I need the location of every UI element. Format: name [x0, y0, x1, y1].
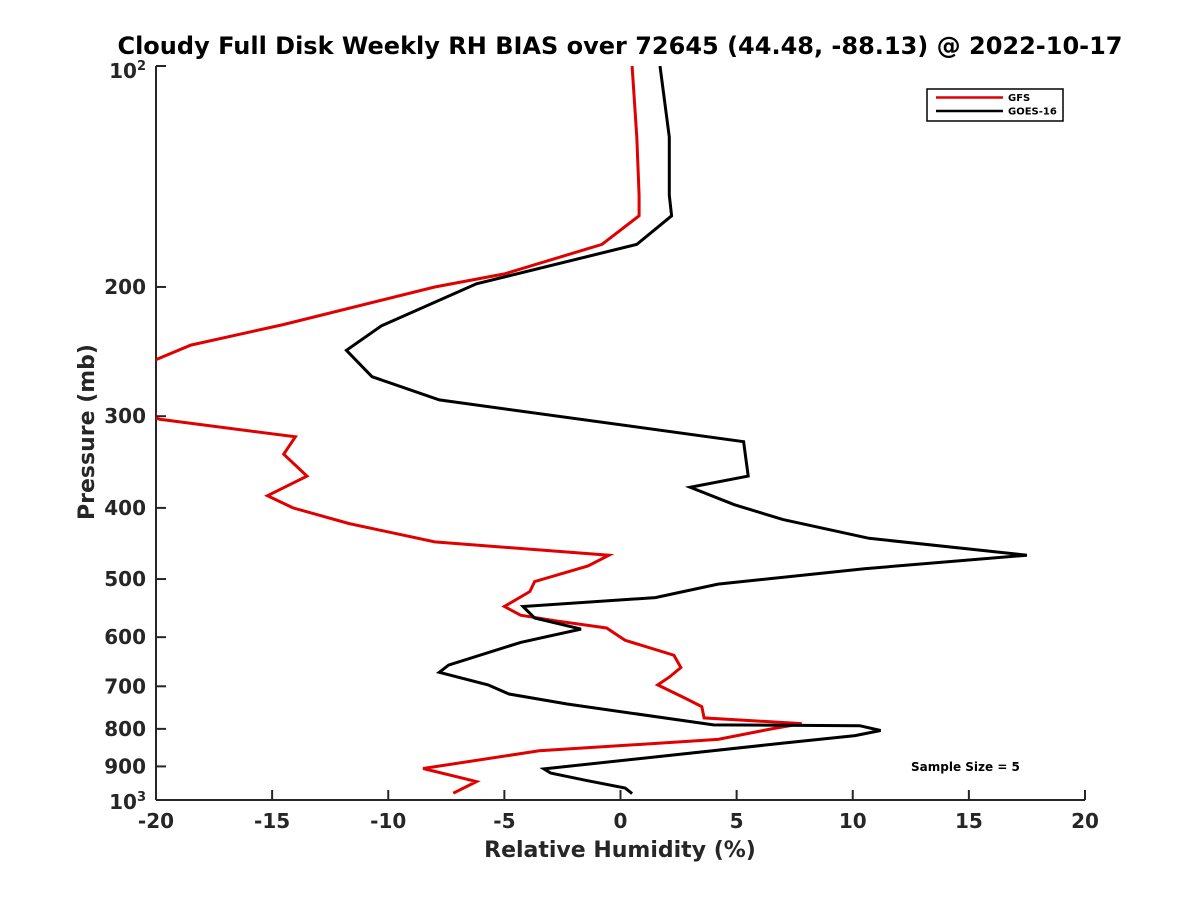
y-tick-label: 700	[104, 674, 146, 698]
x-tick-label: 5	[730, 809, 744, 833]
sample-size-annotation: Sample Size = 5	[911, 760, 1020, 774]
series-line-goes16	[344, 66, 1028, 795]
y-tick-label: 600	[104, 625, 146, 649]
x-tick-label: 15	[955, 809, 983, 833]
chart-title: Cloudy Full Disk Weekly RH BIAS over 726…	[117, 32, 1122, 60]
legend-box	[926, 88, 1064, 122]
x-tick-label: -20	[138, 809, 174, 833]
x-tick-label: -15	[254, 809, 290, 833]
y-tick-label: 800	[104, 717, 146, 741]
x-tick-label: 0	[614, 809, 628, 833]
y-tick-label: 300	[104, 404, 146, 428]
y-tick-label-bottom: 103	[109, 790, 146, 814]
y-tick-label: 900	[104, 754, 146, 778]
legend-label-gfs: GFS	[1008, 93, 1030, 104]
y-axis-title: Pressure (mb)	[75, 344, 100, 520]
y-axis: 200 300 400 500 600 700 800 900 102 103	[104, 59, 166, 814]
series-layer	[156, 66, 1028, 795]
x-axis: -20 -15 -10 -5 0 5 10 15 20	[138, 790, 1099, 833]
x-axis-title: Relative Humidity (%)	[484, 838, 756, 863]
y-tick-label: 400	[104, 496, 146, 520]
y-tick-label-top: 102	[109, 59, 146, 83]
x-tick-label: 10	[839, 809, 867, 833]
y-tick-label: 500	[104, 567, 146, 591]
x-tick-label: 20	[1071, 809, 1099, 833]
legend-label-goes16: GOES-16	[1008, 107, 1057, 118]
series-line-gfs	[156, 66, 802, 795]
legend: GFS GOES-16	[926, 88, 1064, 122]
y-tick-label: 200	[104, 275, 146, 299]
x-tick-label: -5	[493, 809, 515, 833]
x-tick-label: -10	[370, 809, 406, 833]
